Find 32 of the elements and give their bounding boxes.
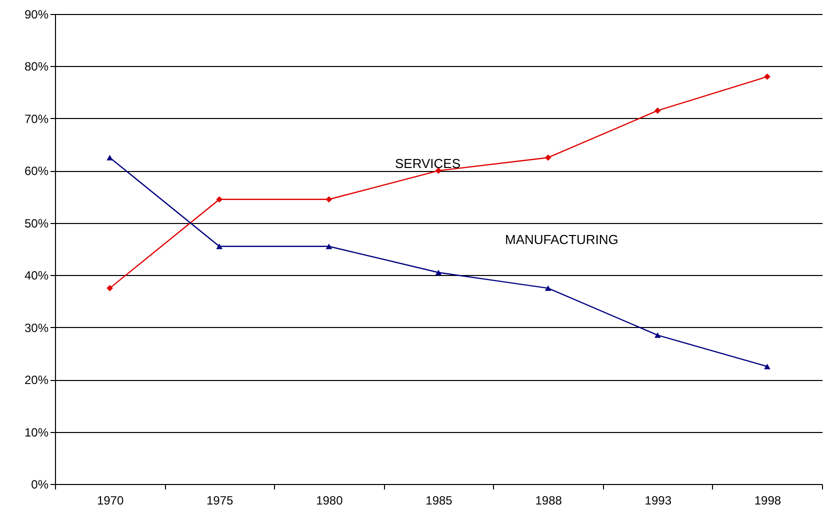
point [106,154,113,160]
x-tick-label: 1985 [426,494,453,508]
point [216,196,223,203]
text: MANUFACTURING [505,232,618,247]
y-tick-label: 50% [24,216,49,230]
x-tick-label: 1988 [535,494,562,508]
x-tick-label: 1975 [206,494,234,508]
point [764,364,770,370]
x-tick-label: 1993 [644,494,672,508]
point [435,270,442,276]
y-tick-label: 10% [24,425,49,440]
point [106,285,113,292]
series-label: SERVICES [395,156,461,171]
x-tick-label: 1998 [754,494,782,508]
y-tick-label: 60% [24,164,49,178]
y-tick-label: 40% [24,268,49,283]
y-tick-label: 20% [24,373,49,388]
point [654,332,661,338]
point [326,196,332,203]
y-tick-label: 70% [24,112,49,126]
point [544,285,552,291]
point [544,154,552,161]
point [764,74,770,80]
y-tick-label: 30% [24,320,49,335]
y-tick-label: 0% [31,478,49,492]
point [216,244,223,250]
y-tick-label: 80% [24,60,49,74]
point [326,244,332,250]
x-tick-label: 1980 [316,494,344,508]
y-tick-label: 90% [24,8,49,22]
x-tick-label: 1970 [96,494,124,508]
point [654,107,661,114]
